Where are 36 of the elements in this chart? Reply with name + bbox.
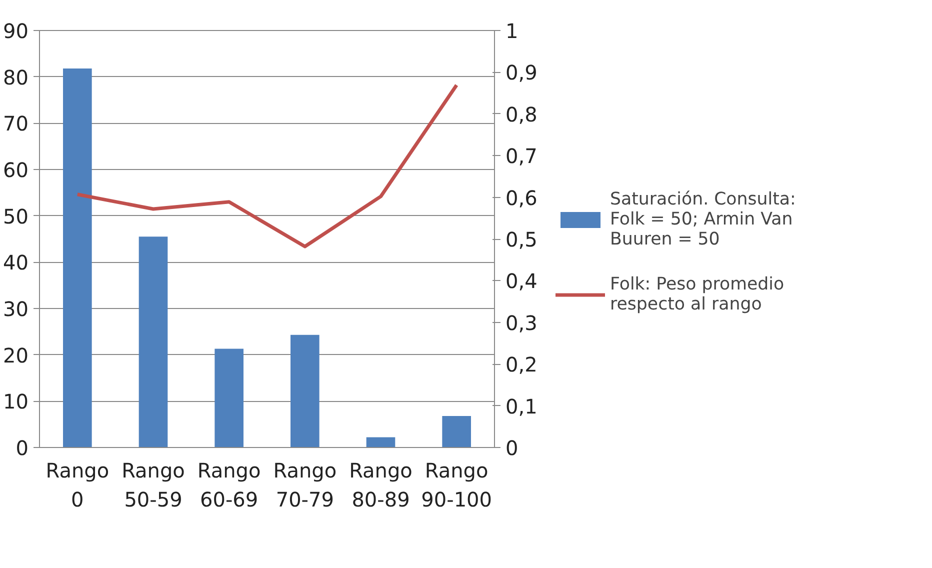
y2-tick-label: 0,2 <box>506 352 538 377</box>
y-tick-label: 20 <box>3 343 29 368</box>
bar <box>442 416 471 448</box>
bar <box>63 68 92 448</box>
y-tick-label: 10 <box>3 390 29 414</box>
x-tick-label: Rango 80-89 <box>349 458 412 512</box>
y2-tick-label: 1 <box>506 19 518 43</box>
y2-tick-label: 0,7 <box>506 144 538 168</box>
x-tick-label: Rango 90-100 <box>421 458 492 512</box>
y2-tick-label: 0,9 <box>506 60 538 85</box>
x-tick-label: Rango 0 <box>46 458 110 512</box>
y-tick-label: 80 <box>3 65 29 90</box>
y2-tick-label: 0,1 <box>506 394 538 418</box>
bar <box>214 348 244 448</box>
y2-tick-label: 0,5 <box>506 228 538 252</box>
y2-tick-label: 0 <box>506 436 518 460</box>
y-tick-label: 70 <box>3 112 29 136</box>
legend-label: Folk: Peso promedio respecto al rango <box>610 274 784 314</box>
y2-tick-label: 0,6 <box>506 186 538 210</box>
y2-tick-label: 0,4 <box>506 269 538 294</box>
y2-tick-label: 0,3 <box>506 310 538 335</box>
y-tick-label: 30 <box>3 297 29 321</box>
x-tick-label: Rango 50-59 <box>122 458 185 512</box>
line-series <box>76 83 458 248</box>
y-tick-label: 40 <box>3 250 29 275</box>
y-tick-label: 60 <box>3 158 29 182</box>
y-tick-label: 90 <box>3 19 29 43</box>
bar <box>290 334 320 448</box>
bar <box>138 236 168 448</box>
y2-tick-label: 0,8 <box>506 102 538 126</box>
legend-label: Saturación. Consulta: Folk = 50; Armin Van Buuren = 50 <box>610 189 796 249</box>
y-tick-label: 50 <box>3 204 29 228</box>
x-tick-label: Rango 60-69 <box>197 458 261 512</box>
y-tick-label: 0 <box>16 436 29 460</box>
x-tick-label: Rango 70-79 <box>273 458 337 512</box>
bar <box>366 437 396 448</box>
